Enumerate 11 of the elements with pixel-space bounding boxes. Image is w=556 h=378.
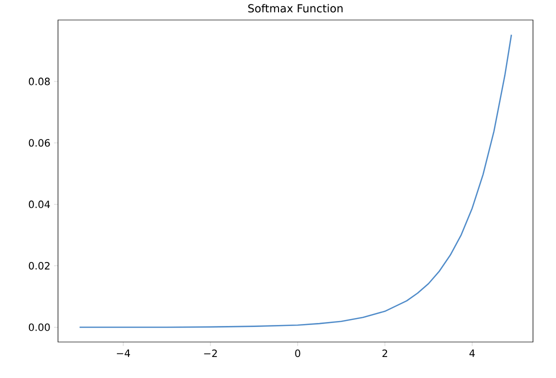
y-tick-label: 0.02	[28, 262, 50, 270]
y-tick-label: 0.06	[28, 139, 50, 147]
x-tick-label: 2	[382, 350, 388, 357]
x-tick-label: −4	[116, 350, 130, 357]
y-tick-label: 0.08	[28, 78, 50, 86]
x-tick-label: 0	[295, 350, 300, 358]
chart-title: Softmax Function	[248, 4, 343, 12]
x-tick-label: 4	[469, 350, 475, 357]
y-tick-label: 0.04	[28, 200, 50, 208]
x-tick-label: −2	[204, 350, 217, 357]
y-tick-label: 0.00	[28, 323, 50, 332]
